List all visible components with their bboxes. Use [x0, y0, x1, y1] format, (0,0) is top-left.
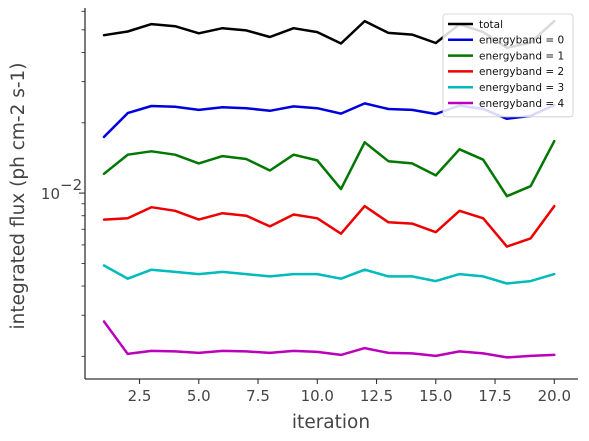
x-axis-label: iteration	[292, 412, 370, 433]
axes: 2.5 5.0 7.5 10.0 12.5 15.0 17.5 20.0 10 −2	[41, 8, 578, 405]
x-tick-label: 2.5	[128, 387, 152, 405]
legend-entry: energyband = 1	[479, 50, 564, 62]
x-tick-label: 20.0	[538, 387, 571, 405]
legend-entry: energyband = 2	[479, 66, 564, 78]
x-tick-label: 7.5	[246, 387, 270, 405]
legend-entry: energyband = 4	[479, 98, 564, 110]
legend-entry: energyband = 0	[479, 35, 564, 47]
legend-entry: energyband = 3	[479, 82, 564, 94]
series-line-energyband-1	[102, 139, 556, 198]
plot-area	[102, 19, 556, 359]
legend-entry: total	[479, 19, 503, 31]
series-line-energyband-2	[102, 204, 556, 248]
y-tick-exponent: −2	[60, 176, 82, 194]
series-line-energyband-3	[102, 264, 556, 285]
x-tick-label: 5.0	[187, 387, 211, 405]
legend-box	[442, 13, 574, 118]
x-tick-label: 12.5	[360, 387, 393, 405]
x-tick-label: 10.0	[301, 387, 334, 405]
series-line-energyband-4	[102, 320, 556, 359]
y-tick-label: 10	[41, 185, 60, 203]
legend: total energyband = 0 energyband = 1 energyb…	[442, 13, 574, 118]
x-tick-label: 17.5	[478, 387, 511, 405]
x-tick-label: 15.0	[419, 387, 452, 405]
y-axis-label: integrated flux (ph cm-2 s-1)	[8, 62, 29, 329]
